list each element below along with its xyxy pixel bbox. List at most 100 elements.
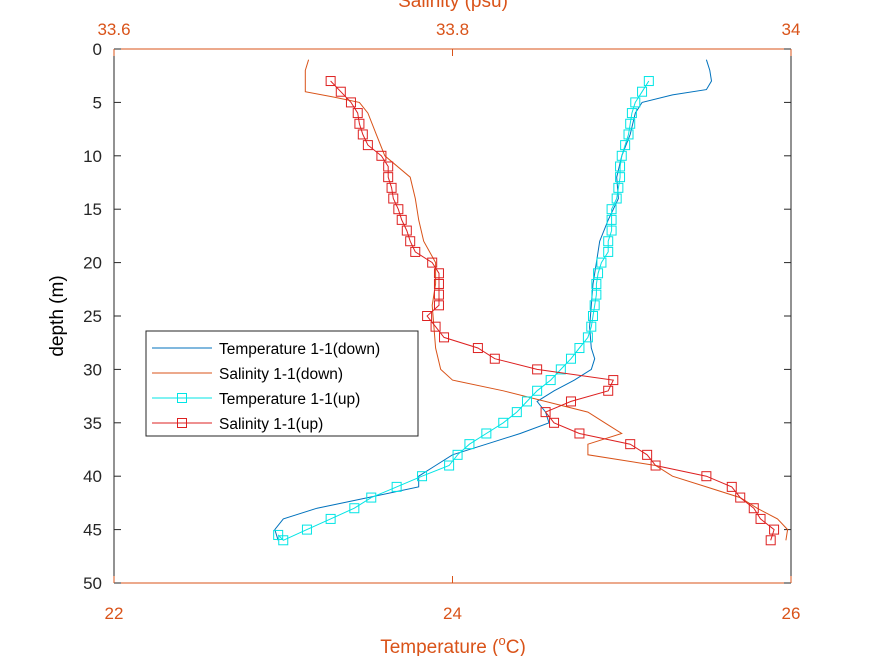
- data-point: [555, 364, 566, 375]
- y-axis-title: depth (m): [47, 275, 68, 356]
- y-axis-ticks: 0 5 10 15 20 25 30 35 40 45 50: [83, 40, 791, 593]
- data-point: [593, 268, 604, 279]
- data-point: [481, 428, 492, 439]
- data-point: [433, 268, 444, 279]
- data-point: [366, 492, 377, 503]
- data-point: [352, 108, 363, 119]
- data-point: [357, 129, 368, 140]
- legend-items: Temperature 1-1(down) Salinity 1-1(down) T…: [152, 341, 380, 433]
- data-point: [345, 97, 356, 108]
- data-point: [769, 524, 780, 535]
- data-point: [620, 140, 631, 151]
- data-point: [498, 417, 509, 428]
- data-point: [439, 332, 450, 343]
- y-tick-label: 15: [83, 200, 102, 219]
- legend: Temperature 1-1(down) Salinity 1-1(down) T…: [145, 330, 419, 437]
- data-point: [615, 172, 626, 183]
- top-tick-label: 33.6: [97, 20, 130, 39]
- legend-swatch-marker: [177, 418, 187, 428]
- series-layer: [273, 59, 789, 546]
- data-point: [354, 118, 365, 129]
- data-point: [735, 492, 746, 503]
- data-point: [549, 417, 560, 428]
- data-point: [603, 236, 614, 247]
- data-point: [606, 214, 617, 225]
- data-point: [273, 529, 284, 540]
- series-line: [304, 59, 789, 541]
- data-point: [643, 76, 654, 87]
- bottom-axis-title-main: Temperature (: [380, 637, 499, 656]
- data-point: [616, 150, 627, 161]
- plot-area: [114, 49, 791, 583]
- data-point: [726, 481, 737, 492]
- data-point: [603, 385, 614, 396]
- data-point: [582, 332, 593, 343]
- y-tick-label: 50: [83, 574, 102, 593]
- data-point: [362, 140, 373, 151]
- data-point: [452, 449, 463, 460]
- data-point: [325, 513, 336, 524]
- y-tick-label: 30: [83, 360, 102, 379]
- legend-label: Temperature 1-1(up): [219, 391, 360, 408]
- bottom-axis-ticks: 22 24 26: [105, 576, 801, 623]
- legend-label: Salinity 1-1(down): [219, 366, 343, 383]
- legend-item: Temperature 1-1(up): [152, 391, 360, 408]
- data-point: [405, 236, 416, 247]
- y-tick-label: 20: [83, 254, 102, 273]
- top-tick-label: 33.8: [436, 20, 469, 39]
- data-point: [755, 513, 766, 524]
- data-point: [472, 343, 483, 354]
- data-point: [606, 204, 617, 215]
- data-point: [642, 449, 653, 460]
- data-point: [433, 289, 444, 300]
- data-point: [591, 289, 602, 300]
- data-point: [422, 311, 433, 321]
- data-point: [623, 129, 634, 140]
- data-point: [545, 375, 556, 386]
- data-point: [637, 86, 648, 97]
- data-point: [587, 311, 598, 321]
- data-point: [511, 407, 522, 418]
- data-point: [565, 353, 576, 364]
- y-tick-label: 0: [93, 40, 102, 59]
- data-point: [603, 246, 614, 257]
- data-point: [386, 182, 397, 193]
- data-point: [565, 396, 576, 407]
- data-point: [586, 321, 597, 332]
- data-point: [444, 460, 455, 471]
- top-axis-title: Salinity (psu): [398, 0, 508, 12]
- data-point: [650, 460, 661, 471]
- data-point: [532, 364, 543, 375]
- data-point: [625, 439, 636, 450]
- data-point: [613, 182, 624, 193]
- bottom-axis-title: Temperature (oC): [380, 633, 526, 656]
- data-point: [427, 257, 438, 268]
- data-point: [630, 97, 641, 108]
- data-point: [417, 471, 428, 482]
- data-point: [589, 300, 600, 311]
- y-tick-label: 40: [83, 467, 102, 486]
- axes: 0 5 10 15 20 25 30 35 40 45 50 22 24 26 33.6 33.8 34: [83, 20, 800, 623]
- series-3: [273, 76, 654, 546]
- data-point: [430, 321, 441, 332]
- data-point: [626, 108, 637, 119]
- series-4: [325, 76, 780, 546]
- data-point: [574, 428, 585, 439]
- data-point: [383, 172, 394, 183]
- data-point: [608, 375, 619, 386]
- data-point: [410, 246, 421, 257]
- bottom-axis-title-superscript: o: [498, 633, 505, 648]
- bottom-tick-label: 26: [782, 604, 801, 623]
- y-tick-label: 45: [83, 521, 102, 540]
- legend-label: Salinity 1-1(up): [219, 416, 323, 433]
- data-point: [393, 204, 404, 215]
- legend-item: Salinity 1-1(up): [152, 416, 323, 433]
- data-point: [383, 161, 394, 172]
- legend-swatch-marker: [177, 393, 187, 403]
- y-tick-label: 5: [93, 93, 102, 112]
- data-point: [591, 278, 602, 289]
- data-point: [433, 278, 444, 289]
- data-point: [349, 503, 360, 514]
- bottom-tick-label: 22: [105, 604, 124, 623]
- bottom-tick-label: 24: [443, 604, 462, 623]
